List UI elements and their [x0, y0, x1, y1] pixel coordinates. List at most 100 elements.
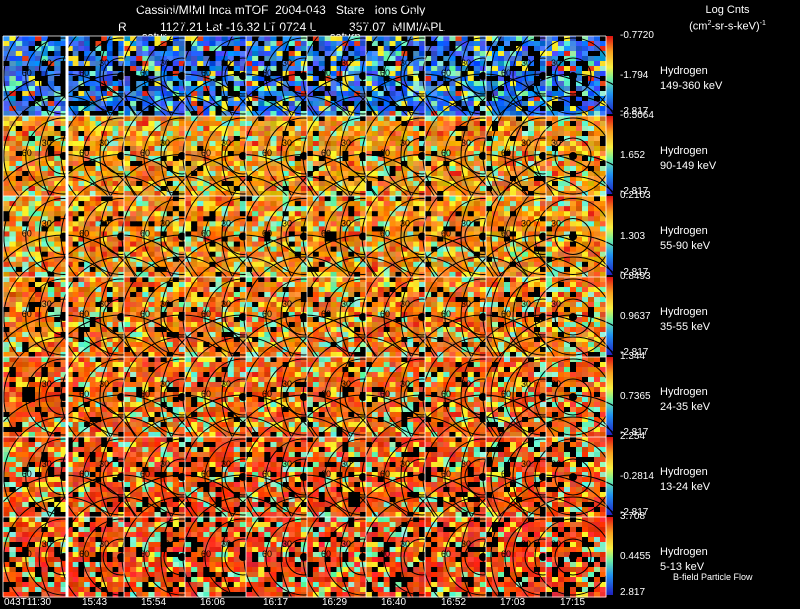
contour-label: 60: [262, 549, 272, 559]
contour-label: 60: [441, 68, 451, 78]
contour-label: 30: [461, 539, 471, 549]
contour-label: 30: [99, 299, 109, 309]
time-tick: 16:29: [322, 597, 348, 608]
contour-label: 60: [501, 68, 511, 78]
contour-label: 30: [160, 459, 170, 469]
contour-label: 60: [22, 148, 32, 158]
contour-label: 30: [221, 138, 231, 148]
contour-label: 30: [99, 379, 109, 389]
contour-label: 30: [42, 539, 52, 549]
contour-label: 60: [321, 229, 331, 239]
contour-label: 30: [99, 138, 109, 148]
contour-label: 30: [42, 138, 52, 148]
skymap-panel: [99, 314, 265, 480]
contour-label: 60: [22, 389, 32, 399]
energy-band-label: Hydrogen 149-360 keV: [660, 65, 723, 92]
skymap-panel: [221, 394, 387, 560]
contour-label: 60: [321, 549, 331, 559]
contour-label: 60: [321, 469, 331, 479]
contour-label: 30: [221, 58, 231, 68]
skymap-panel: [160, 314, 326, 480]
contour-label: 60: [380, 309, 390, 319]
contour-label: 60: [201, 68, 211, 78]
contour-label: 60: [79, 469, 89, 479]
time-tick: 15:43: [82, 597, 108, 608]
contour-label: 60: [380, 68, 390, 78]
footnote: B-field Particle Flow: [673, 572, 753, 582]
contour-label: 60: [441, 389, 451, 399]
contour-label: 30: [160, 58, 170, 68]
colorbar-value: -0.5064: [620, 110, 654, 121]
contour-label: 30: [400, 459, 410, 469]
contour-label: 60: [22, 549, 32, 559]
contour-label: 30: [160, 379, 170, 389]
contour-label: 60: [140, 389, 150, 399]
contour-label: 30: [521, 58, 531, 68]
contour-label: 30: [461, 138, 471, 148]
contour-label: 60: [79, 68, 89, 78]
contour-label: 60: [140, 309, 150, 319]
contour-label: 30: [99, 539, 109, 549]
contour-label: 60: [321, 148, 331, 158]
contour-label: 30: [461, 299, 471, 309]
contour-label: 60: [501, 549, 511, 559]
contour-label: 30: [551, 539, 561, 549]
units-line1: Log Cnts: [705, 4, 750, 16]
contour-label: 60: [140, 148, 150, 158]
time-tick: 17:15: [560, 597, 586, 608]
contour-label: 60: [501, 309, 511, 319]
colorbar-value: -2.817: [620, 347, 649, 358]
skymap-panel: [339, 234, 505, 400]
skymap-panel: [160, 234, 326, 400]
contour-label: 30: [99, 219, 109, 229]
contour-label: 30: [341, 459, 351, 469]
contour-label: 30: [461, 58, 471, 68]
colorbar-value: -1.794: [620, 70, 649, 81]
contour-label: 30: [282, 58, 292, 68]
colorbar-value: -2.817: [620, 507, 649, 518]
contour-label: 60: [441, 549, 451, 559]
skymap-panel: [490, 234, 656, 400]
contour-label: 30: [461, 379, 471, 389]
contour-label: 30: [282, 138, 292, 148]
contour-label: 30: [341, 539, 351, 549]
contour-label: 30: [341, 58, 351, 68]
time-tick: 16:17: [263, 597, 289, 608]
contour-label: 60: [501, 389, 511, 399]
contour-label: 60: [380, 549, 390, 559]
contour-label: 60: [22, 469, 32, 479]
contour-label: 60: [262, 469, 272, 479]
contour-label: 30: [551, 138, 561, 148]
contour-label: 60: [201, 549, 211, 559]
contour-label: 60: [140, 68, 150, 78]
skymap-panel: [400, 234, 566, 400]
contour-label: 30: [400, 379, 410, 389]
contour-label: 60: [79, 229, 89, 239]
contour-label: 60: [201, 309, 211, 319]
colorbar-value: 0.7365: [620, 391, 651, 402]
contour-label: 30: [42, 379, 52, 389]
position-info: R 1127.21 Lat -16.32 LT 0724 L 357.07 MI…: [118, 20, 446, 34]
contour-label: 30: [551, 459, 561, 469]
contour-label: 60: [79, 549, 89, 559]
contour-label: 60: [380, 229, 390, 239]
colorbar-value: -2.817: [620, 106, 649, 117]
contour-label: 30: [461, 459, 471, 469]
skymap-panel: [0, 474, 147, 609]
skymap-panel: [99, 474, 265, 609]
colorbar-value: 1.652: [620, 150, 646, 161]
energy-band-label: Hydrogen 55-90 keV: [660, 225, 711, 252]
contour-label: 30: [221, 539, 231, 549]
contour-label: 60: [441, 469, 451, 479]
colorbar-value: 2.817: [620, 587, 646, 598]
contour-label: 30: [521, 299, 531, 309]
time-tick: 15:54: [141, 597, 167, 608]
contour-label: 30: [341, 138, 351, 148]
time-tick: 16:40: [381, 597, 407, 608]
units-line2: (cm2-sr-s-keV)-1: [689, 20, 766, 33]
contour-label: 30: [551, 379, 561, 389]
contour-label: 30: [400, 219, 410, 229]
skymap-panel: [0, 0, 147, 159]
contour-label: 60: [22, 309, 32, 319]
contour-label: 30: [400, 138, 410, 148]
